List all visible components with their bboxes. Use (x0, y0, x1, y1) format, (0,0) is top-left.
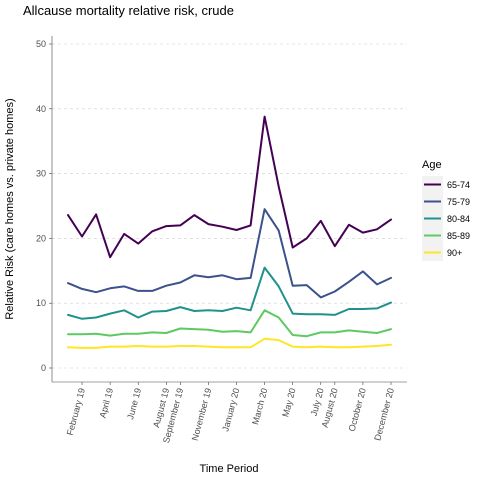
x-tick-label: December 20 (372, 387, 396, 442)
series-line-90+ (67, 337, 392, 349)
x-tick-label: November 19 (190, 387, 214, 442)
y-tick-label: 10 (36, 298, 46, 308)
grid (52, 43, 407, 369)
y-tick-label: 20 (36, 233, 46, 243)
x-tick-label: March 20 (250, 387, 269, 426)
series-line-80-84 (67, 266, 392, 320)
x-tick-label: April 19 (98, 387, 116, 419)
x-tick-label: May 20 (280, 387, 297, 418)
x-tick-label: February 19 (65, 387, 87, 436)
series-line-65-74 (67, 115, 392, 259)
plot-panel (52, 36, 407, 382)
series-line-85-89 (67, 309, 392, 338)
legend-label: 75-79 (447, 197, 470, 207)
series-line-75-79 (67, 208, 392, 299)
x-tick-label: October 20 (347, 387, 368, 433)
x-tick-label: January 20 (220, 387, 241, 433)
legend: Age 65-74 75-79 80-84 85-89 90+ (422, 159, 470, 261)
y-tick-label: 40 (36, 104, 46, 114)
y-ticks: 0 10 20 30 40 50 (36, 39, 52, 373)
y-axis-title: Relative Risk (care homes vs. private ho… (4, 98, 16, 319)
legend-label: 65-74 (447, 180, 470, 190)
legend-title: Age (422, 159, 442, 171)
x-ticks: February 19 April 19 June 19 August 19Septe… (65, 382, 396, 444)
legend-label: 80-84 (447, 214, 470, 224)
legend-label: 90+ (447, 248, 462, 258)
y-tick-label: 50 (36, 39, 46, 49)
x-tick-label: June 19 (125, 387, 143, 421)
y-tick-label: 0 (41, 363, 46, 373)
y-tick-label: 30 (36, 169, 46, 179)
x-axis-title: Time Period (200, 463, 259, 475)
chart-title: Allcause mortality relative risk, crude (23, 3, 234, 18)
series-lines (67, 115, 392, 349)
legend-label: 85-89 (447, 231, 470, 241)
